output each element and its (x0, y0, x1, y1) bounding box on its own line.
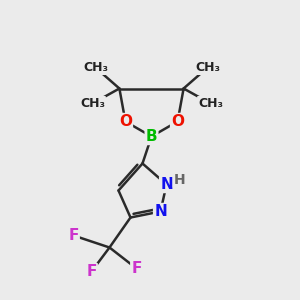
Text: H: H (173, 173, 185, 187)
Text: N: N (160, 177, 173, 192)
Text: F: F (86, 264, 97, 279)
Text: O: O (119, 114, 132, 129)
Text: F: F (68, 228, 79, 243)
Text: CH₃: CH₃ (195, 61, 220, 74)
Text: CH₃: CH₃ (80, 97, 105, 110)
Text: N: N (154, 204, 167, 219)
Text: F: F (131, 261, 142, 276)
Text: O: O (171, 114, 184, 129)
Text: CH₃: CH₃ (83, 61, 108, 74)
Text: CH₃: CH₃ (198, 97, 223, 110)
Text: B: B (146, 129, 157, 144)
